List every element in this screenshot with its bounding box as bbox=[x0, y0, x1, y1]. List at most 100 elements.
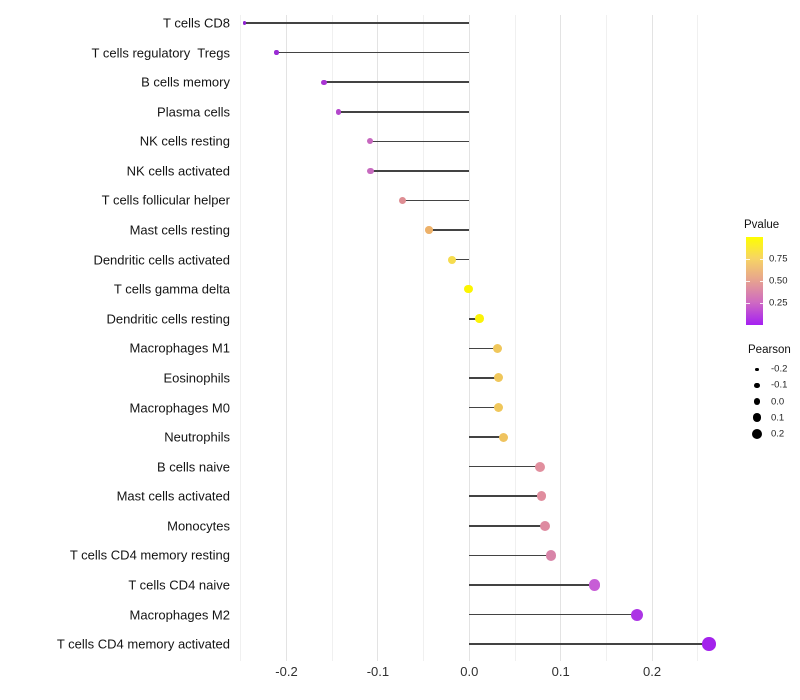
lollipop-stick bbox=[451, 258, 470, 261]
pvalue-tick-label: 0.75 bbox=[769, 253, 788, 265]
lollipop-stick bbox=[276, 51, 470, 54]
lollipop-stick bbox=[469, 347, 498, 350]
y-axis-label: Dendritic cells resting bbox=[106, 311, 230, 327]
y-axis-label: T cells CD4 naive bbox=[128, 577, 230, 593]
pearson-legend-dot bbox=[752, 413, 762, 422]
lollipop-dot bbox=[494, 403, 504, 413]
x-axis-tick-label: -0.2 bbox=[275, 664, 298, 679]
pearson-legend-dot bbox=[754, 382, 760, 388]
y-axis-label: Plasma cells bbox=[157, 104, 230, 120]
pearson-legend-label: 0.0 bbox=[771, 396, 785, 407]
gridline-minor bbox=[240, 15, 242, 661]
gridline-minor bbox=[605, 15, 607, 661]
pvalue-tickmark bbox=[759, 258, 763, 260]
lollipop-stick bbox=[429, 229, 470, 231]
y-axis-label: T cells follicular helper bbox=[101, 192, 230, 208]
pvalue-tickmark bbox=[746, 302, 750, 304]
lollipop-dot bbox=[367, 167, 374, 174]
lollipop-stick bbox=[469, 643, 709, 645]
lollipop-dot bbox=[321, 79, 327, 85]
x-axis-tick-label: 0.2 bbox=[643, 664, 662, 679]
y-axis-label: Macrophages M2 bbox=[129, 607, 230, 623]
lollipop-dot bbox=[274, 50, 279, 55]
lollipop-stick bbox=[402, 199, 470, 202]
lollipop-stick bbox=[338, 110, 470, 113]
lollipop-dot bbox=[701, 637, 716, 651]
y-axis-label: Eosinophils bbox=[163, 370, 231, 386]
x-axis-tick-label: 0.0 bbox=[460, 664, 479, 679]
y-axis-label: Dendritic cells activated bbox=[93, 252, 230, 268]
lollipop-stick bbox=[469, 377, 499, 379]
y-axis-label: Macrophages M1 bbox=[129, 340, 230, 356]
lollipop-dot bbox=[464, 285, 473, 294]
y-axis-label: Mast cells resting bbox=[129, 222, 230, 238]
pvalue-colorbar bbox=[746, 237, 763, 325]
gridline-major bbox=[468, 15, 470, 661]
gridline-major bbox=[560, 15, 562, 661]
gridline-minor bbox=[697, 15, 699, 661]
gridline-minor bbox=[423, 15, 425, 661]
pvalue-legend-title: Pvalue bbox=[744, 219, 780, 231]
lollipop-stick bbox=[469, 465, 540, 468]
pvalue-tick-label: 0.25 bbox=[769, 297, 788, 309]
y-axis-label: NK cells activated bbox=[126, 163, 230, 179]
pearson-legend-label: 0.2 bbox=[771, 428, 785, 440]
x-axis-tick-label: -0.1 bbox=[366, 664, 390, 679]
y-axis-label: B cells memory bbox=[141, 74, 230, 90]
pearson-legend-dot bbox=[753, 398, 761, 405]
pvalue-tickmark bbox=[746, 258, 750, 260]
pvalue-tickmark bbox=[759, 302, 763, 304]
lollipop-dot bbox=[536, 491, 547, 502]
lollipop-stick bbox=[469, 406, 499, 409]
gridline-major bbox=[377, 15, 379, 661]
lollipop-dot bbox=[540, 520, 551, 531]
pearson-legend-title: Pearson bbox=[748, 344, 791, 356]
gridline-minor bbox=[514, 15, 516, 661]
lollipop-dot bbox=[475, 314, 484, 324]
y-axis-label: T cells gamma delta bbox=[113, 281, 230, 297]
lollipop-dot bbox=[242, 21, 247, 25]
lollipop-dot bbox=[399, 197, 407, 204]
lollipop-stick bbox=[469, 525, 546, 527]
lollipop-stick bbox=[323, 81, 470, 83]
lollipop-dot bbox=[493, 343, 503, 353]
pearson-legend-label: -0.2 bbox=[771, 363, 788, 375]
gridline-major bbox=[651, 15, 653, 661]
y-axis-label: T cells CD8 bbox=[163, 15, 230, 31]
y-axis-label: B cells naive bbox=[157, 459, 230, 475]
pvalue-tickmark bbox=[759, 280, 763, 282]
pearson-legend-label: -0.1 bbox=[771, 379, 788, 391]
y-axis-label: T cells regulatory Tregs bbox=[91, 45, 230, 61]
lollipop-stick bbox=[469, 436, 504, 438]
y-axis-label: Neutrophils bbox=[164, 429, 230, 445]
lollipop-stick bbox=[370, 170, 470, 172]
pearson-legend-dot bbox=[755, 367, 759, 372]
lollipop-stick bbox=[469, 495, 542, 498]
plot-panel bbox=[237, 15, 722, 661]
lollipop-stick bbox=[469, 613, 637, 616]
gridline-minor bbox=[331, 15, 333, 661]
lollipop-dot bbox=[335, 108, 342, 115]
pearson-legend-dot bbox=[752, 428, 762, 439]
x-axis-tick-label: 0.1 bbox=[551, 664, 570, 679]
lollipop-dot bbox=[588, 579, 601, 591]
lollipop-dot bbox=[447, 255, 456, 264]
lollipop-stick bbox=[369, 140, 470, 143]
y-axis-label: Macrophages M0 bbox=[129, 400, 230, 416]
lollipop-stick bbox=[244, 22, 470, 24]
lollipop-dot bbox=[630, 608, 643, 621]
pearson-legend-label: 0.1 bbox=[771, 412, 785, 424]
pvalue-tick-label: 0.50 bbox=[769, 275, 788, 287]
y-axis-label: T cells CD4 memory resting bbox=[69, 547, 230, 563]
y-axis-label: Monocytes bbox=[167, 518, 230, 534]
lollipop-stick bbox=[469, 318, 480, 320]
lollipop-stick bbox=[469, 554, 551, 557]
lollipop-stick bbox=[469, 584, 595, 586]
lollipop-dot bbox=[425, 226, 433, 234]
pvalue-tickmark bbox=[746, 280, 750, 282]
lollipop-dot bbox=[545, 550, 556, 561]
lollipop-dot bbox=[498, 432, 508, 442]
y-axis-label: Mast cells activated bbox=[116, 488, 230, 504]
y-axis-label: NK cells resting bbox=[139, 133, 230, 149]
